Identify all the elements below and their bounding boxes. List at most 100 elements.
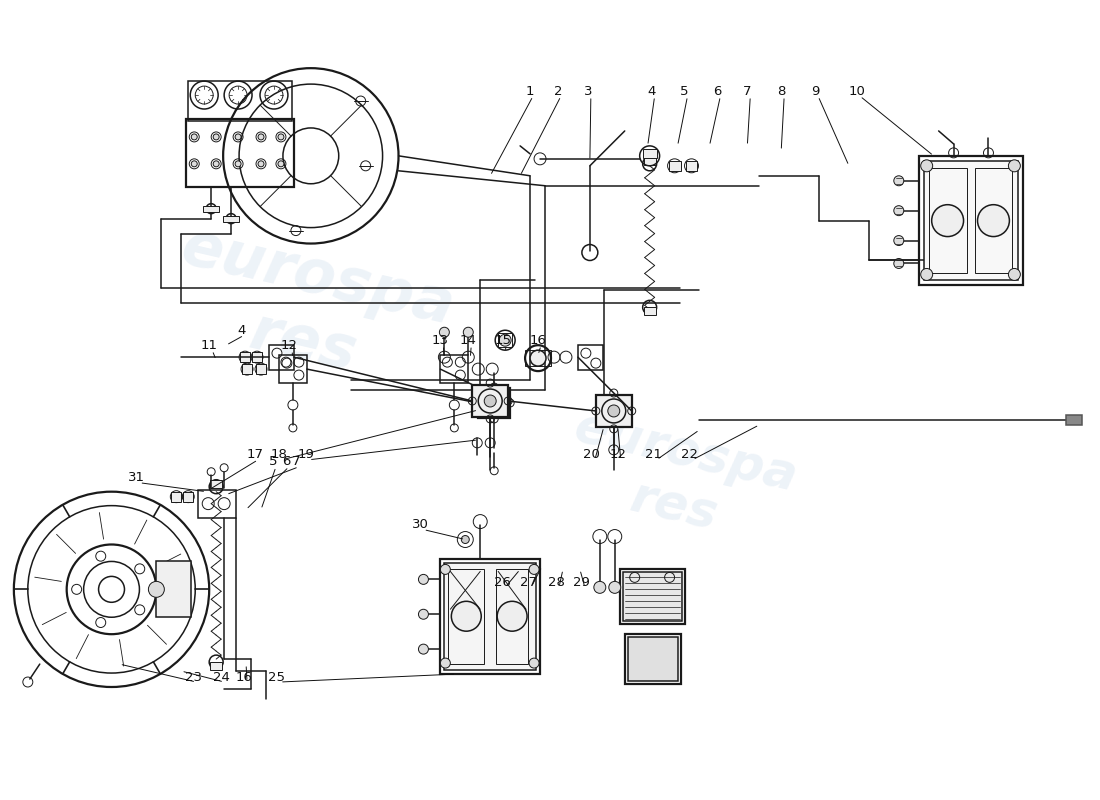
Circle shape bbox=[894, 235, 904, 246]
Text: 7: 7 bbox=[292, 455, 300, 468]
Text: 18: 18 bbox=[271, 448, 287, 462]
Circle shape bbox=[258, 134, 264, 140]
Text: 12: 12 bbox=[609, 448, 626, 462]
Text: 5: 5 bbox=[680, 85, 689, 98]
Circle shape bbox=[932, 205, 964, 237]
Bar bbox=[478, 388, 510, 418]
Bar bbox=[440, 355, 469, 383]
Text: 16: 16 bbox=[529, 334, 547, 346]
Circle shape bbox=[191, 161, 197, 167]
Bar bbox=[472, 385, 508, 417]
Text: eurospa
res: eurospa res bbox=[161, 217, 461, 404]
Bar bbox=[625, 634, 681, 684]
Bar bbox=[210, 662, 222, 670]
Bar bbox=[279, 355, 307, 383]
Circle shape bbox=[484, 395, 496, 407]
Bar bbox=[628, 637, 678, 681]
Circle shape bbox=[213, 134, 219, 140]
Bar bbox=[975, 168, 1012, 274]
Circle shape bbox=[418, 610, 428, 619]
Text: 27: 27 bbox=[519, 576, 537, 589]
Circle shape bbox=[235, 134, 241, 140]
Circle shape bbox=[894, 258, 904, 269]
Text: 4: 4 bbox=[648, 85, 656, 98]
Bar bbox=[256, 364, 266, 374]
Bar bbox=[242, 364, 252, 374]
Circle shape bbox=[529, 565, 539, 574]
Text: 12: 12 bbox=[280, 338, 297, 352]
Text: 6: 6 bbox=[713, 85, 722, 98]
Circle shape bbox=[497, 602, 527, 631]
Circle shape bbox=[894, 206, 904, 216]
Circle shape bbox=[594, 582, 606, 594]
Text: 29: 29 bbox=[573, 576, 591, 589]
Text: 15: 15 bbox=[495, 334, 512, 346]
Text: 4: 4 bbox=[236, 324, 245, 337]
Bar bbox=[270, 345, 294, 370]
Bar bbox=[496, 570, 528, 664]
Circle shape bbox=[213, 161, 219, 167]
Bar bbox=[449, 570, 484, 664]
Circle shape bbox=[148, 582, 164, 598]
Circle shape bbox=[978, 205, 1010, 237]
Bar bbox=[924, 161, 1019, 281]
Text: 6: 6 bbox=[282, 455, 290, 468]
Circle shape bbox=[894, 176, 904, 186]
Circle shape bbox=[461, 535, 470, 543]
Text: 11: 11 bbox=[200, 338, 218, 352]
Bar bbox=[156, 562, 191, 618]
Circle shape bbox=[499, 334, 512, 346]
Text: 19: 19 bbox=[297, 448, 315, 462]
Bar bbox=[172, 492, 182, 502]
Circle shape bbox=[463, 327, 473, 338]
Circle shape bbox=[440, 565, 450, 574]
Bar bbox=[928, 168, 967, 274]
Bar bbox=[498, 334, 513, 347]
Text: 17: 17 bbox=[246, 448, 264, 462]
Bar bbox=[918, 156, 1023, 286]
Circle shape bbox=[418, 644, 428, 654]
Text: 31: 31 bbox=[128, 471, 145, 484]
Text: 7: 7 bbox=[744, 85, 751, 98]
Bar bbox=[444, 563, 536, 670]
Bar bbox=[578, 345, 603, 370]
Circle shape bbox=[191, 134, 197, 140]
Circle shape bbox=[608, 582, 620, 594]
Bar bbox=[619, 570, 684, 624]
Circle shape bbox=[235, 161, 241, 167]
Circle shape bbox=[1009, 269, 1021, 281]
Bar bbox=[184, 492, 194, 502]
Bar bbox=[204, 206, 219, 212]
Text: 30: 30 bbox=[412, 518, 429, 531]
Bar bbox=[525, 350, 551, 366]
Text: 24: 24 bbox=[212, 670, 230, 683]
Bar bbox=[440, 559, 540, 674]
Bar bbox=[188, 81, 292, 121]
Bar bbox=[210, 480, 222, 488]
Bar bbox=[642, 149, 657, 158]
Text: 8: 8 bbox=[777, 85, 785, 98]
Circle shape bbox=[418, 574, 428, 584]
Bar bbox=[198, 490, 236, 518]
Text: 28: 28 bbox=[548, 576, 564, 589]
Bar bbox=[240, 352, 250, 362]
Bar bbox=[223, 216, 239, 222]
Text: 2: 2 bbox=[553, 85, 562, 98]
Circle shape bbox=[278, 134, 284, 140]
Bar bbox=[644, 157, 656, 165]
Circle shape bbox=[490, 398, 499, 408]
Text: eurospa
res: eurospa res bbox=[557, 404, 802, 556]
Bar bbox=[644, 307, 656, 315]
Text: 25: 25 bbox=[268, 670, 286, 683]
Text: 3: 3 bbox=[584, 85, 592, 98]
Text: 16: 16 bbox=[235, 670, 253, 683]
Circle shape bbox=[608, 405, 619, 417]
Circle shape bbox=[258, 161, 264, 167]
Circle shape bbox=[439, 327, 450, 338]
Circle shape bbox=[530, 350, 546, 366]
Text: 1: 1 bbox=[526, 85, 535, 98]
Text: 10: 10 bbox=[848, 85, 866, 98]
Circle shape bbox=[440, 658, 450, 668]
Bar bbox=[623, 572, 682, 622]
Circle shape bbox=[921, 269, 933, 281]
